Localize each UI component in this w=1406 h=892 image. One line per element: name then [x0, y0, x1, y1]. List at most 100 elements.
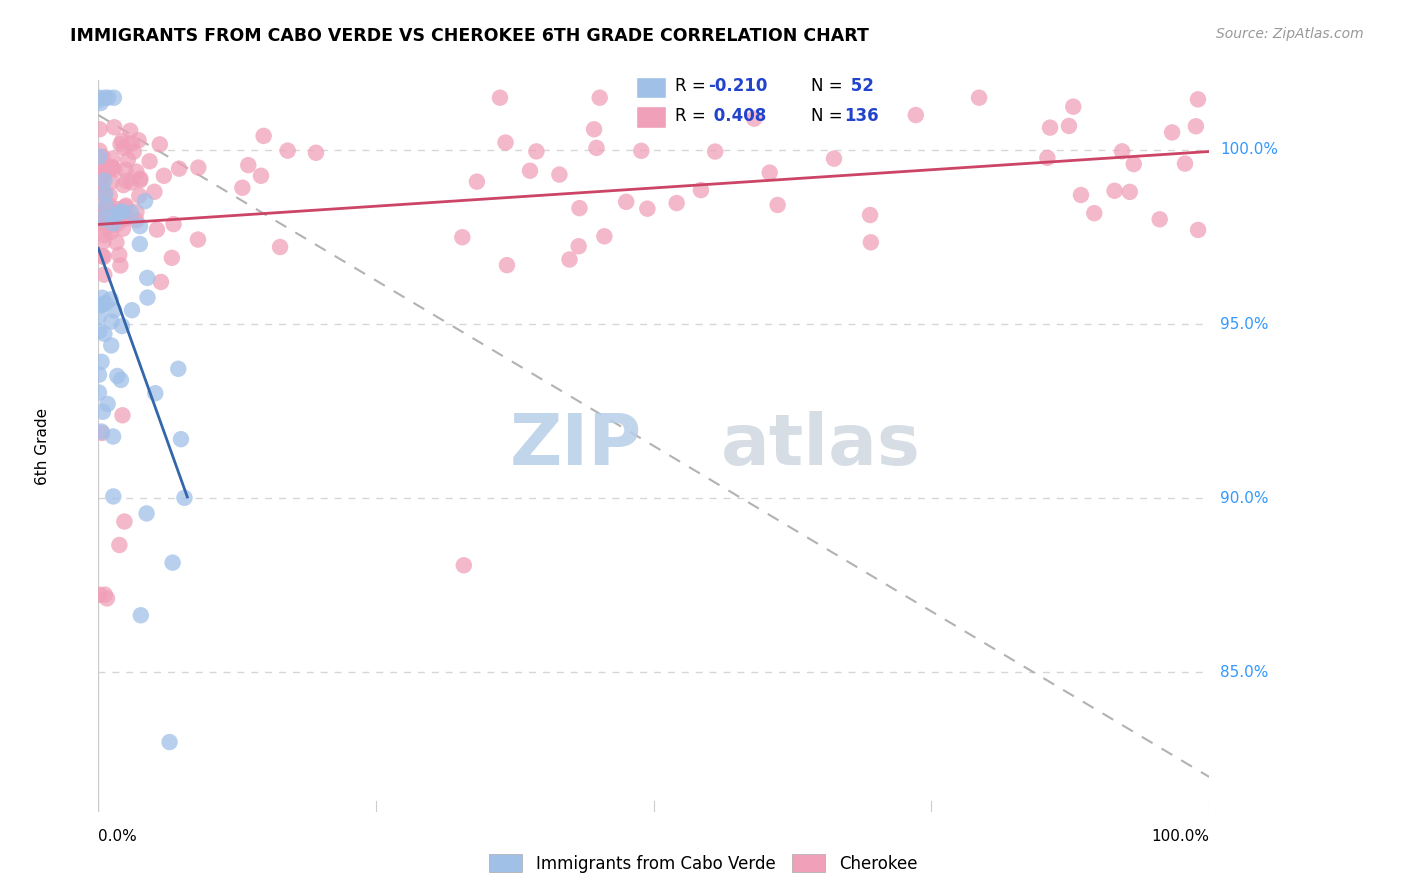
- Point: [1161, 125, 1184, 139]
- Point: [103, 217, 125, 231]
- Point: [252, 128, 274, 143]
- Point: [766, 198, 789, 212]
- Text: N =: N =: [811, 107, 842, 125]
- Point: [250, 169, 273, 183]
- Point: [90, 299, 112, 313]
- Text: N =: N =: [811, 78, 842, 95]
- Point: [121, 303, 143, 318]
- Point: [115, 199, 138, 213]
- Point: [1057, 119, 1080, 133]
- Point: [100, 225, 122, 239]
- Point: [114, 211, 136, 226]
- Point: [112, 211, 135, 226]
- Point: [167, 161, 190, 176]
- Point: [269, 240, 291, 254]
- Point: [89, 150, 111, 164]
- Point: [128, 188, 150, 202]
- Point: [1104, 184, 1126, 198]
- Point: [94, 296, 117, 310]
- Point: [117, 153, 139, 167]
- Point: [583, 122, 606, 136]
- Point: [134, 194, 156, 209]
- Point: [101, 152, 124, 166]
- Point: [120, 124, 142, 138]
- Point: [519, 163, 541, 178]
- Point: [91, 171, 114, 186]
- Point: [111, 134, 134, 148]
- Point: [108, 205, 131, 219]
- Point: [153, 169, 176, 183]
- Point: [100, 338, 122, 352]
- Point: [93, 173, 115, 187]
- Text: 52: 52: [845, 78, 873, 95]
- Point: [129, 173, 152, 187]
- Point: [1036, 151, 1059, 165]
- Text: ZIP: ZIP: [509, 411, 641, 481]
- Point: [103, 490, 125, 504]
- Text: 90.0%: 90.0%: [1220, 491, 1268, 506]
- Point: [167, 361, 190, 376]
- Text: R =: R =: [675, 78, 706, 95]
- Text: R =: R =: [675, 107, 706, 125]
- Point: [1185, 120, 1208, 134]
- Point: [593, 229, 616, 244]
- Point: [146, 222, 169, 236]
- Point: [128, 237, 150, 252]
- Point: [1187, 92, 1209, 106]
- Point: [91, 150, 114, 164]
- Point: [93, 219, 115, 234]
- Point: [108, 205, 131, 219]
- Point: [138, 154, 160, 169]
- Point: [91, 297, 114, 311]
- Point: [90, 95, 112, 110]
- Point: [89, 144, 111, 158]
- Point: [1039, 120, 1062, 135]
- Point: [704, 145, 727, 159]
- Text: IMMIGRANTS FROM CABO VERDE VS CHEROKEE 6TH GRADE CORRELATION CHART: IMMIGRANTS FROM CABO VERDE VS CHEROKEE 6…: [70, 27, 869, 45]
- Point: [568, 239, 591, 253]
- Text: 85.0%: 85.0%: [1220, 665, 1268, 680]
- Point: [453, 558, 475, 573]
- Point: [162, 217, 184, 231]
- Text: Source: ZipAtlas.com: Source: ZipAtlas.com: [1216, 27, 1364, 41]
- Point: [173, 491, 195, 505]
- Point: [187, 233, 209, 247]
- Point: [558, 252, 581, 267]
- Point: [614, 194, 637, 209]
- Point: [111, 204, 134, 219]
- Point: [87, 310, 110, 324]
- Point: [129, 171, 152, 186]
- Point: [94, 199, 117, 213]
- Point: [143, 386, 166, 401]
- Point: [121, 136, 143, 151]
- Point: [1174, 156, 1197, 170]
- Point: [89, 324, 111, 338]
- Legend: Immigrants from Cabo Verde, Cherokee: Immigrants from Cabo Verde, Cherokee: [482, 847, 924, 880]
- Point: [758, 165, 780, 179]
- Point: [103, 91, 125, 105]
- Point: [101, 161, 124, 175]
- Point: [690, 183, 713, 197]
- Point: [231, 180, 253, 194]
- Point: [136, 271, 159, 285]
- Point: [101, 429, 124, 443]
- Point: [91, 166, 114, 180]
- Point: [136, 291, 159, 305]
- Point: [94, 91, 117, 105]
- Point: [110, 259, 132, 273]
- Point: [91, 211, 114, 226]
- Text: 100.0%: 100.0%: [1220, 143, 1278, 158]
- Point: [108, 538, 131, 552]
- Point: [904, 108, 927, 122]
- Point: [93, 235, 115, 249]
- Point: [97, 397, 120, 411]
- Point: [630, 144, 652, 158]
- Point: [91, 425, 114, 440]
- Point: [823, 152, 845, 166]
- Point: [111, 221, 134, 235]
- Point: [112, 178, 135, 193]
- Text: 0.408: 0.408: [709, 107, 766, 125]
- Point: [120, 175, 142, 189]
- Point: [90, 204, 112, 219]
- Point: [129, 219, 152, 233]
